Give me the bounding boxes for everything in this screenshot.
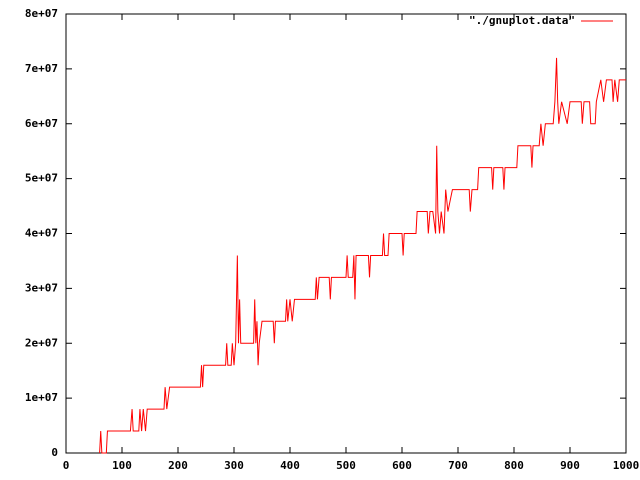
y-tick-label: 0 [51,446,58,459]
x-tick-label: 900 [560,459,580,472]
x-tick-label: 700 [448,459,468,472]
x-tick-label: 100 [112,459,132,472]
x-tick-label: 500 [336,459,356,472]
data-line [99,57,626,454]
y-tick-label: 3e+07 [25,281,58,294]
y-tick-label: 6e+07 [25,117,58,130]
y-tick-label: 1e+07 [25,391,58,404]
x-tick-label: 200 [168,459,188,472]
y-tick-label: 7e+07 [25,62,58,75]
x-tick-label: 800 [504,459,524,472]
x-tick-label: 400 [280,459,300,472]
plot-border [65,13,627,454]
x-tick-label: 1000 [613,459,640,472]
y-tick-label: 5e+07 [25,172,58,185]
y-tick-label: 4e+07 [25,227,58,240]
y-tick-label: 8e+07 [25,7,58,20]
y-tick-label: 2e+07 [25,336,58,349]
x-tick-label: 0 [63,459,70,472]
x-tick-label: 600 [392,459,412,472]
x-tick-label: 300 [224,459,244,472]
legend-label: "./gnuplot.data" [469,14,575,27]
